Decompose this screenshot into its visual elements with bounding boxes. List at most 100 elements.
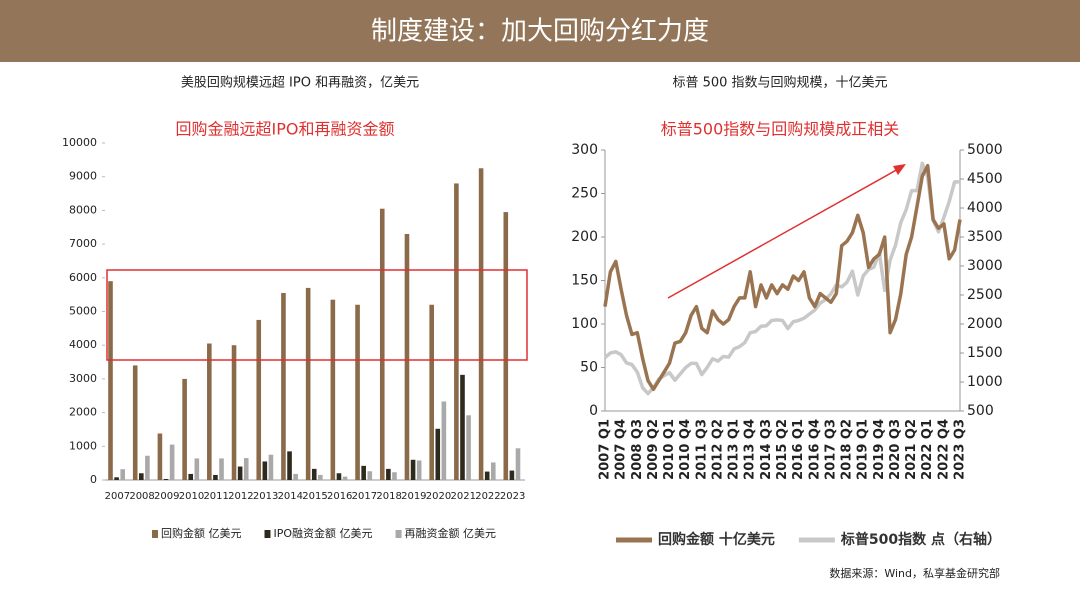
legend-label: IPO融资金额 亿美元 xyxy=(274,526,373,540)
bar xyxy=(355,304,360,480)
y-tick-label: 0 xyxy=(90,473,97,486)
y-tick-label: 250 xyxy=(571,186,598,202)
y-tick-label: 9000 xyxy=(69,170,97,183)
bar xyxy=(194,458,200,480)
x-tick-label: 2022 Q1 xyxy=(920,419,935,480)
bar xyxy=(139,473,144,480)
x-tick-label: 2009 Q2 xyxy=(646,419,661,480)
x-tick-label: 2016 Q1 xyxy=(791,419,806,480)
source: 数据来源：Wind，私享基金研究部 xyxy=(829,566,1000,580)
bar xyxy=(231,345,237,480)
bar xyxy=(478,168,484,480)
x-tick-label: 2018 xyxy=(376,491,401,502)
bar xyxy=(268,454,274,480)
x-tick-label: 2019 xyxy=(401,491,426,502)
bar xyxy=(367,471,373,480)
bar xyxy=(120,469,126,480)
bar xyxy=(207,343,212,480)
y-tick-label: 200 xyxy=(571,229,598,245)
x-tick-label: 2009 xyxy=(154,491,179,502)
x-tick-label: 2011 xyxy=(203,491,228,502)
line xyxy=(603,163,962,392)
bar xyxy=(410,459,416,480)
y2-tick-label: 500 xyxy=(967,403,994,419)
x-tick-label: 2010 Q4 xyxy=(678,419,693,480)
x-tick-label: 2011 Q3 xyxy=(694,419,709,480)
bar xyxy=(416,460,422,480)
x-tick-label: 2023 xyxy=(500,491,525,502)
x-tick-label: 2012 Q2 xyxy=(710,419,725,480)
y-tick-label: 300 xyxy=(571,142,598,158)
x-tick-label: 2013 Q4 xyxy=(743,419,758,480)
bar xyxy=(490,462,496,480)
y2-tick-label: 3500 xyxy=(967,229,1003,245)
legend-swatch xyxy=(152,530,158,538)
y2-tick-label: 1000 xyxy=(967,374,1003,390)
legend-swatch xyxy=(264,530,271,538)
x-tick-label: 2013 xyxy=(253,491,278,502)
y-tick-label: 4000 xyxy=(69,338,97,351)
x-tick-label: 2016 xyxy=(327,491,352,502)
bar xyxy=(305,287,311,480)
bar xyxy=(188,473,194,480)
bar xyxy=(219,458,224,480)
x-tick-label: 2019 Q4 xyxy=(872,419,887,480)
bar xyxy=(132,365,138,480)
bar xyxy=(392,472,397,480)
bar xyxy=(386,468,391,480)
bar xyxy=(108,281,113,480)
y2-tick-label: 2000 xyxy=(967,316,1003,332)
bar xyxy=(379,208,385,480)
highlight-box xyxy=(106,269,528,361)
bar xyxy=(256,319,262,480)
x-tick-label: 2021 xyxy=(451,491,476,502)
y-tick-label: 100 xyxy=(571,316,598,332)
bar xyxy=(243,458,249,480)
line xyxy=(603,161,960,396)
y-tick-label: 2000 xyxy=(69,406,97,419)
x-tick-label: 2019 Q1 xyxy=(856,419,871,480)
bar xyxy=(237,466,243,480)
x-tick-label: 2007 Q4 xyxy=(614,419,629,480)
y2-tick-label: 4500 xyxy=(967,171,1003,187)
bar xyxy=(429,304,434,480)
bar xyxy=(342,476,348,480)
bar xyxy=(281,292,286,480)
bar xyxy=(213,474,218,480)
legend-label: 标普500指数 点（右轴） xyxy=(840,531,1001,548)
x-tick-label: 2008 xyxy=(129,491,154,502)
x-tick-label: 2007 Q1 xyxy=(598,419,613,480)
bar xyxy=(182,378,187,480)
bar xyxy=(503,212,509,480)
x-tick-label: 2022 xyxy=(475,491,500,502)
y-tick-label: 7000 xyxy=(69,237,97,250)
bar xyxy=(262,461,268,480)
y-tick-label: 50 xyxy=(580,360,598,376)
bar xyxy=(157,433,163,480)
bar xyxy=(435,428,441,480)
x-tick-label: 2012 xyxy=(228,491,253,502)
bar xyxy=(293,473,298,480)
x-tick-label: 2015 Q2 xyxy=(775,419,790,480)
x-tick-label: 2018 Q2 xyxy=(840,419,855,480)
x-tick-label: 2017 xyxy=(352,491,377,502)
bar xyxy=(318,474,323,480)
y2-tick-label: 3000 xyxy=(967,258,1003,274)
legend-label: 回购金额 十亿美元 xyxy=(658,531,775,548)
y-tick-label: 0 xyxy=(589,403,598,419)
bar xyxy=(311,468,317,480)
y-tick-label: 1000 xyxy=(69,439,97,452)
y2-tick-label: 1500 xyxy=(967,345,1003,361)
bar xyxy=(466,415,471,480)
header-band xyxy=(0,0,1080,62)
x-tick-label: 2022 Q4 xyxy=(936,419,951,480)
x-tick-label: 2020 xyxy=(426,491,451,502)
x-tick-label: 2010 Q1 xyxy=(662,419,677,480)
bar xyxy=(163,478,169,480)
bar xyxy=(330,299,336,480)
x-tick-label: 2016 Q4 xyxy=(807,419,822,480)
bar xyxy=(460,374,465,480)
x-tick-label: 2017 Q3 xyxy=(823,419,838,480)
bar xyxy=(169,444,175,480)
